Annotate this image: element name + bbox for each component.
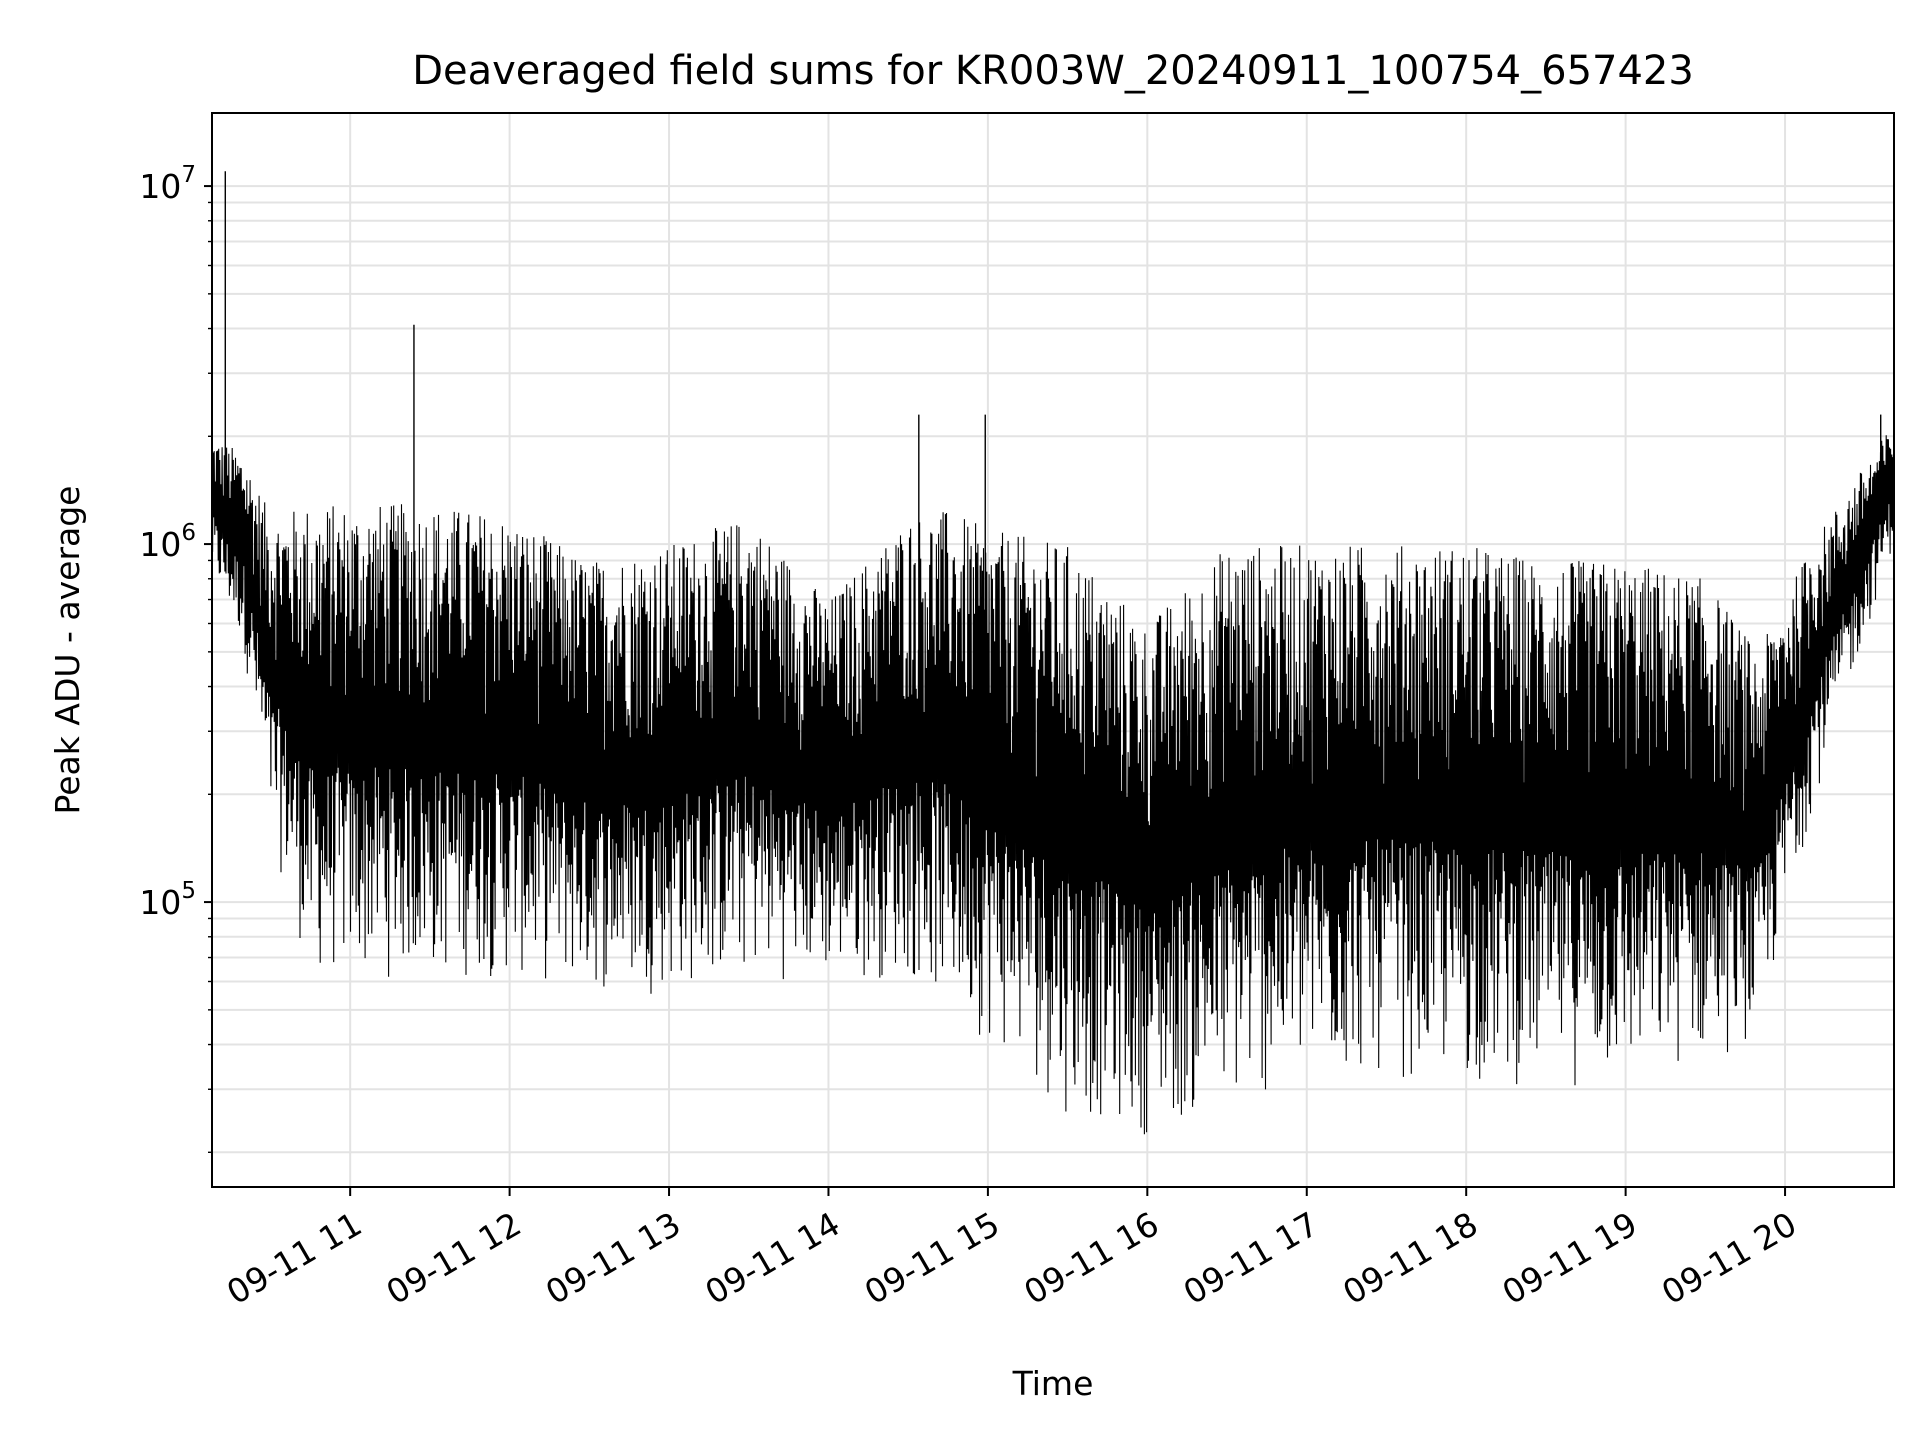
y-axis-ticks: 105 106 107 xyxy=(139,162,212,1154)
x-axis-label: Time xyxy=(1012,1364,1094,1403)
y-tick-label: 105 xyxy=(139,878,196,922)
y-tick-label: 107 xyxy=(139,162,196,206)
series-line xyxy=(211,435,1895,1135)
chart-title: Deaveraged field sums for KR003W_2024091… xyxy=(412,48,1694,94)
y-axis-label: Peak ADU - average xyxy=(48,486,87,815)
y-tick-label: 106 xyxy=(139,520,196,564)
data-series xyxy=(211,171,1895,1135)
plot-area-frame xyxy=(211,112,1895,1188)
